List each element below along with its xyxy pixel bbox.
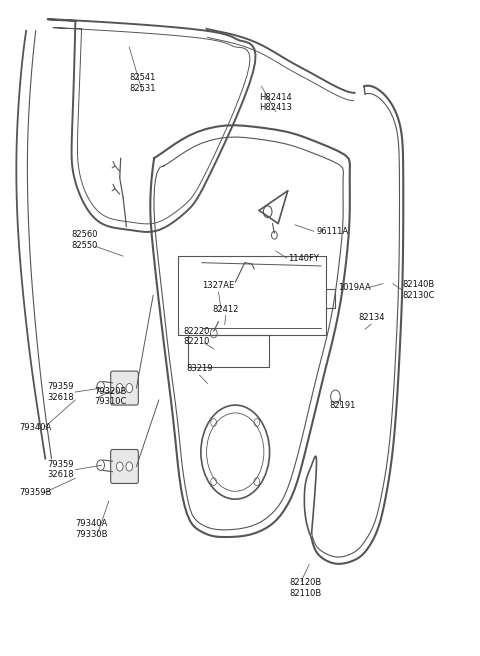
Text: 79320B
79310C: 79320B 79310C xyxy=(94,387,126,406)
Text: 79340A
79330B: 79340A 79330B xyxy=(75,520,108,539)
Text: 79359
32618: 79359 32618 xyxy=(48,460,74,480)
Text: 1140FY: 1140FY xyxy=(288,254,319,262)
Text: 96111A: 96111A xyxy=(316,227,348,236)
Text: 82134: 82134 xyxy=(358,313,384,322)
Text: 79340A: 79340A xyxy=(20,422,52,432)
Text: 82220
82210: 82220 82210 xyxy=(184,327,210,346)
Circle shape xyxy=(126,384,132,393)
Text: 82412: 82412 xyxy=(213,305,239,314)
Text: 1327AE: 1327AE xyxy=(203,281,235,290)
Text: 82191: 82191 xyxy=(329,401,356,409)
Text: 1019AA: 1019AA xyxy=(338,283,371,292)
Circle shape xyxy=(126,462,132,471)
Circle shape xyxy=(116,462,123,471)
FancyBboxPatch shape xyxy=(111,371,138,405)
Text: 79359B: 79359B xyxy=(20,488,52,497)
FancyBboxPatch shape xyxy=(111,449,138,483)
Text: 82541
82531: 82541 82531 xyxy=(129,73,156,92)
Circle shape xyxy=(116,384,123,393)
Text: 82140B
82130C: 82140B 82130C xyxy=(403,280,435,300)
Text: 79359
32618: 79359 32618 xyxy=(48,382,74,401)
Text: 83219: 83219 xyxy=(186,364,213,373)
Text: 82560
82550: 82560 82550 xyxy=(72,230,98,249)
Text: H82414
H82413: H82414 H82413 xyxy=(259,93,292,112)
Text: 82120B
82110B: 82120B 82110B xyxy=(290,579,322,598)
